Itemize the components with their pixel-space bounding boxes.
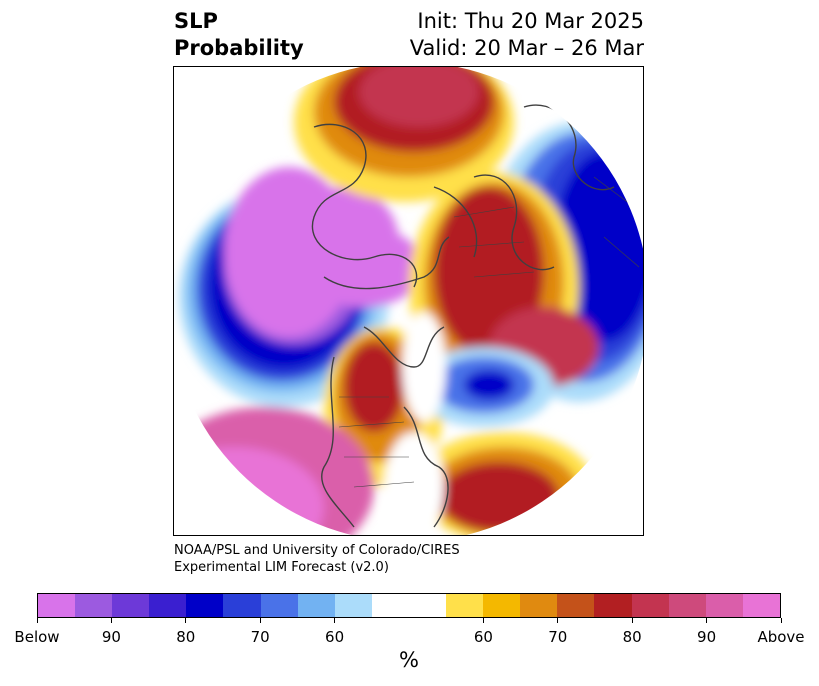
colorbar-tick-mark [259,618,261,623]
colorbar-segment [557,594,595,617]
colorbar-segment [408,594,447,617]
colorbar-segment [38,594,76,617]
colorbar-segment [668,594,706,617]
colorbar-tick-mark [706,618,708,623]
colorbar-segment [297,594,335,617]
colorbar-segment [260,594,298,617]
credit-text: NOAA/PSL and University of Colorado/CIRE… [174,542,460,576]
colorbar-tick-mark [185,618,187,623]
forecast-dates: Init: Thu 20 Mar 2025 Valid: 20 Mar – 26… [410,8,644,62]
colorbar-tick-mark [110,618,112,623]
title-line-1: SLP [174,9,218,33]
polar-map [174,67,643,535]
colorbar-segment [483,594,521,617]
colorbar-tick-label: Above [757,628,805,646]
coastlines [311,104,615,528]
title-line-2: Probability [174,36,304,60]
map-title: SLP Probability [174,8,304,62]
colorbar-segment [112,594,150,617]
colorbar-unit: % [399,648,419,672]
colorbar-tick-label: 80 [176,628,196,646]
colorbar-segment [186,594,224,617]
credit-line-2: Experimental LIM Forecast (v2.0) [174,560,389,575]
colorbar-segment [446,594,484,617]
colorbar-tick-label: 60 [473,628,493,646]
colorbar-segment [149,594,187,617]
colorbar-segment [594,594,632,617]
colorbar-segment [631,594,669,617]
colorbar-segment [223,594,261,617]
colorbar-segment [705,594,743,617]
colorbar-tick-label: 90 [101,628,121,646]
colorbar-tick-label: Below [14,628,60,646]
colorbar-tick-mark [36,618,38,623]
colorbar-tick-label: 60 [325,628,345,646]
colorbar-segment [520,594,558,617]
colorbar-segment [75,594,113,617]
colorbar-segment [742,594,780,617]
colorbar-tick-label: 80 [622,628,642,646]
colorbar-tick-label: 70 [548,628,568,646]
colorbar-segment [334,594,372,617]
colorbar-segment [371,594,409,617]
credit-line-1: NOAA/PSL and University of Colorado/CIRE… [174,543,460,558]
colorbar-tick-label: 70 [250,628,270,646]
valid-date: Valid: 20 Mar – 26 Mar [409,36,644,60]
colorbar-tick-mark [780,618,782,623]
init-date: Init: Thu 20 Mar 2025 [417,9,644,33]
colorbar-tick-mark [482,618,484,623]
colorbar [37,593,781,618]
colorbar-tick-mark [334,618,336,623]
colorbar-tick-mark [631,618,633,623]
colorbar-tick-mark [557,618,559,623]
map-panel [173,66,644,536]
colorbar-tick-label: 90 [697,628,717,646]
